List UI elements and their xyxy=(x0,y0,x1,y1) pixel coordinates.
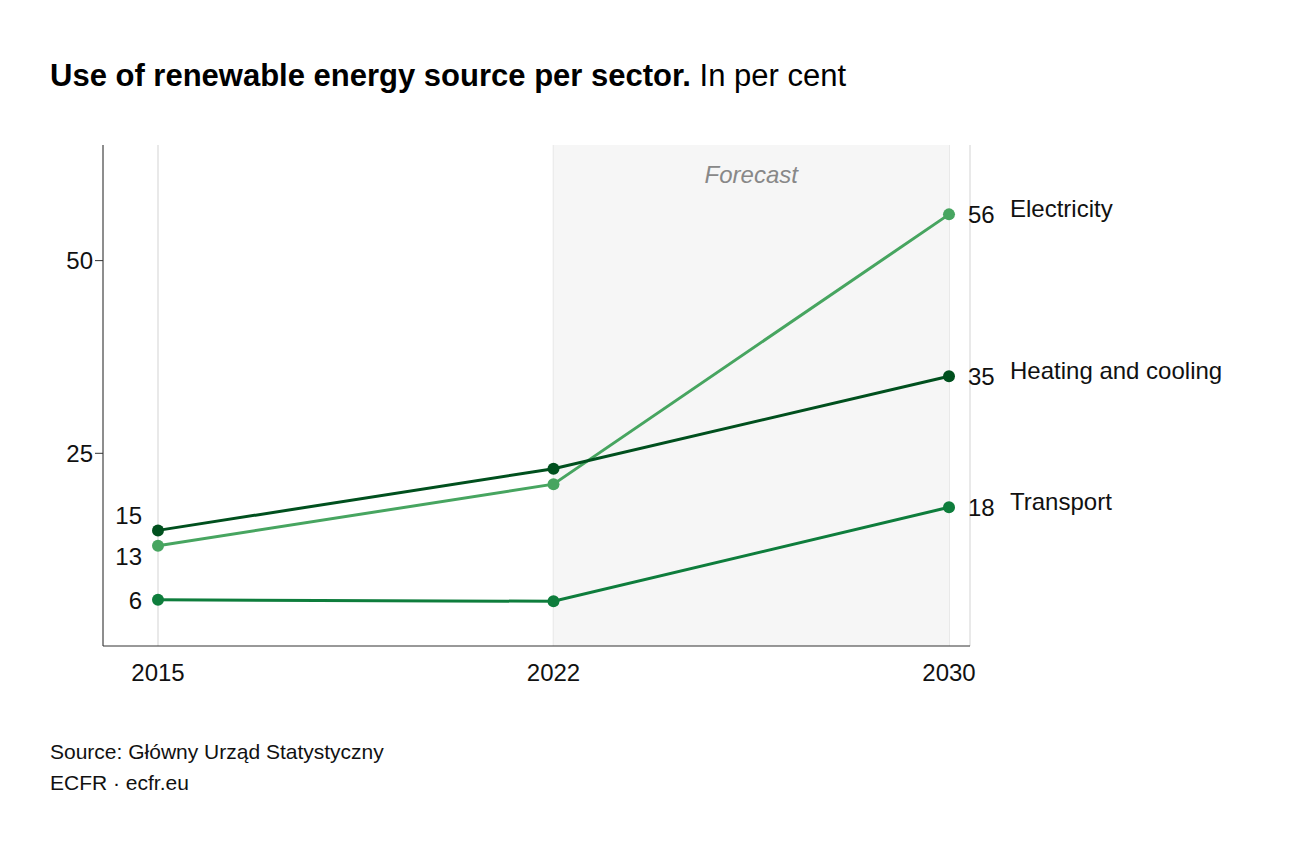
svg-text:18: 18 xyxy=(968,494,995,521)
svg-text:Electricity: Electricity xyxy=(1010,195,1113,222)
svg-text:13: 13 xyxy=(115,543,142,570)
svg-text:56: 56 xyxy=(968,201,995,228)
svg-text:2015: 2015 xyxy=(131,659,184,686)
svg-text:6: 6 xyxy=(129,587,142,614)
html-text:Use of renewable energy source: Use of renewable energy source per secto… xyxy=(50,58,846,93)
svg-text:2030: 2030 xyxy=(922,659,975,686)
html-text:Source: Główny Urząd Statystyc: Source: Główny Urząd Statystyczny xyxy=(50,740,384,763)
svg-text:25: 25 xyxy=(66,440,93,467)
svg-text:Forecast: Forecast xyxy=(705,161,800,188)
svg-text:35: 35 xyxy=(968,363,995,390)
html-text:ECFR · ecfr.eu: ECFR · ecfr.eu xyxy=(50,771,189,794)
svg-text:2022: 2022 xyxy=(527,659,580,686)
svg-text:Heating and cooling: Heating and cooling xyxy=(1010,357,1222,384)
svg-text:15: 15 xyxy=(115,502,142,529)
svg-text:50: 50 xyxy=(66,247,93,274)
svg-text:Transport: Transport xyxy=(1010,488,1112,515)
